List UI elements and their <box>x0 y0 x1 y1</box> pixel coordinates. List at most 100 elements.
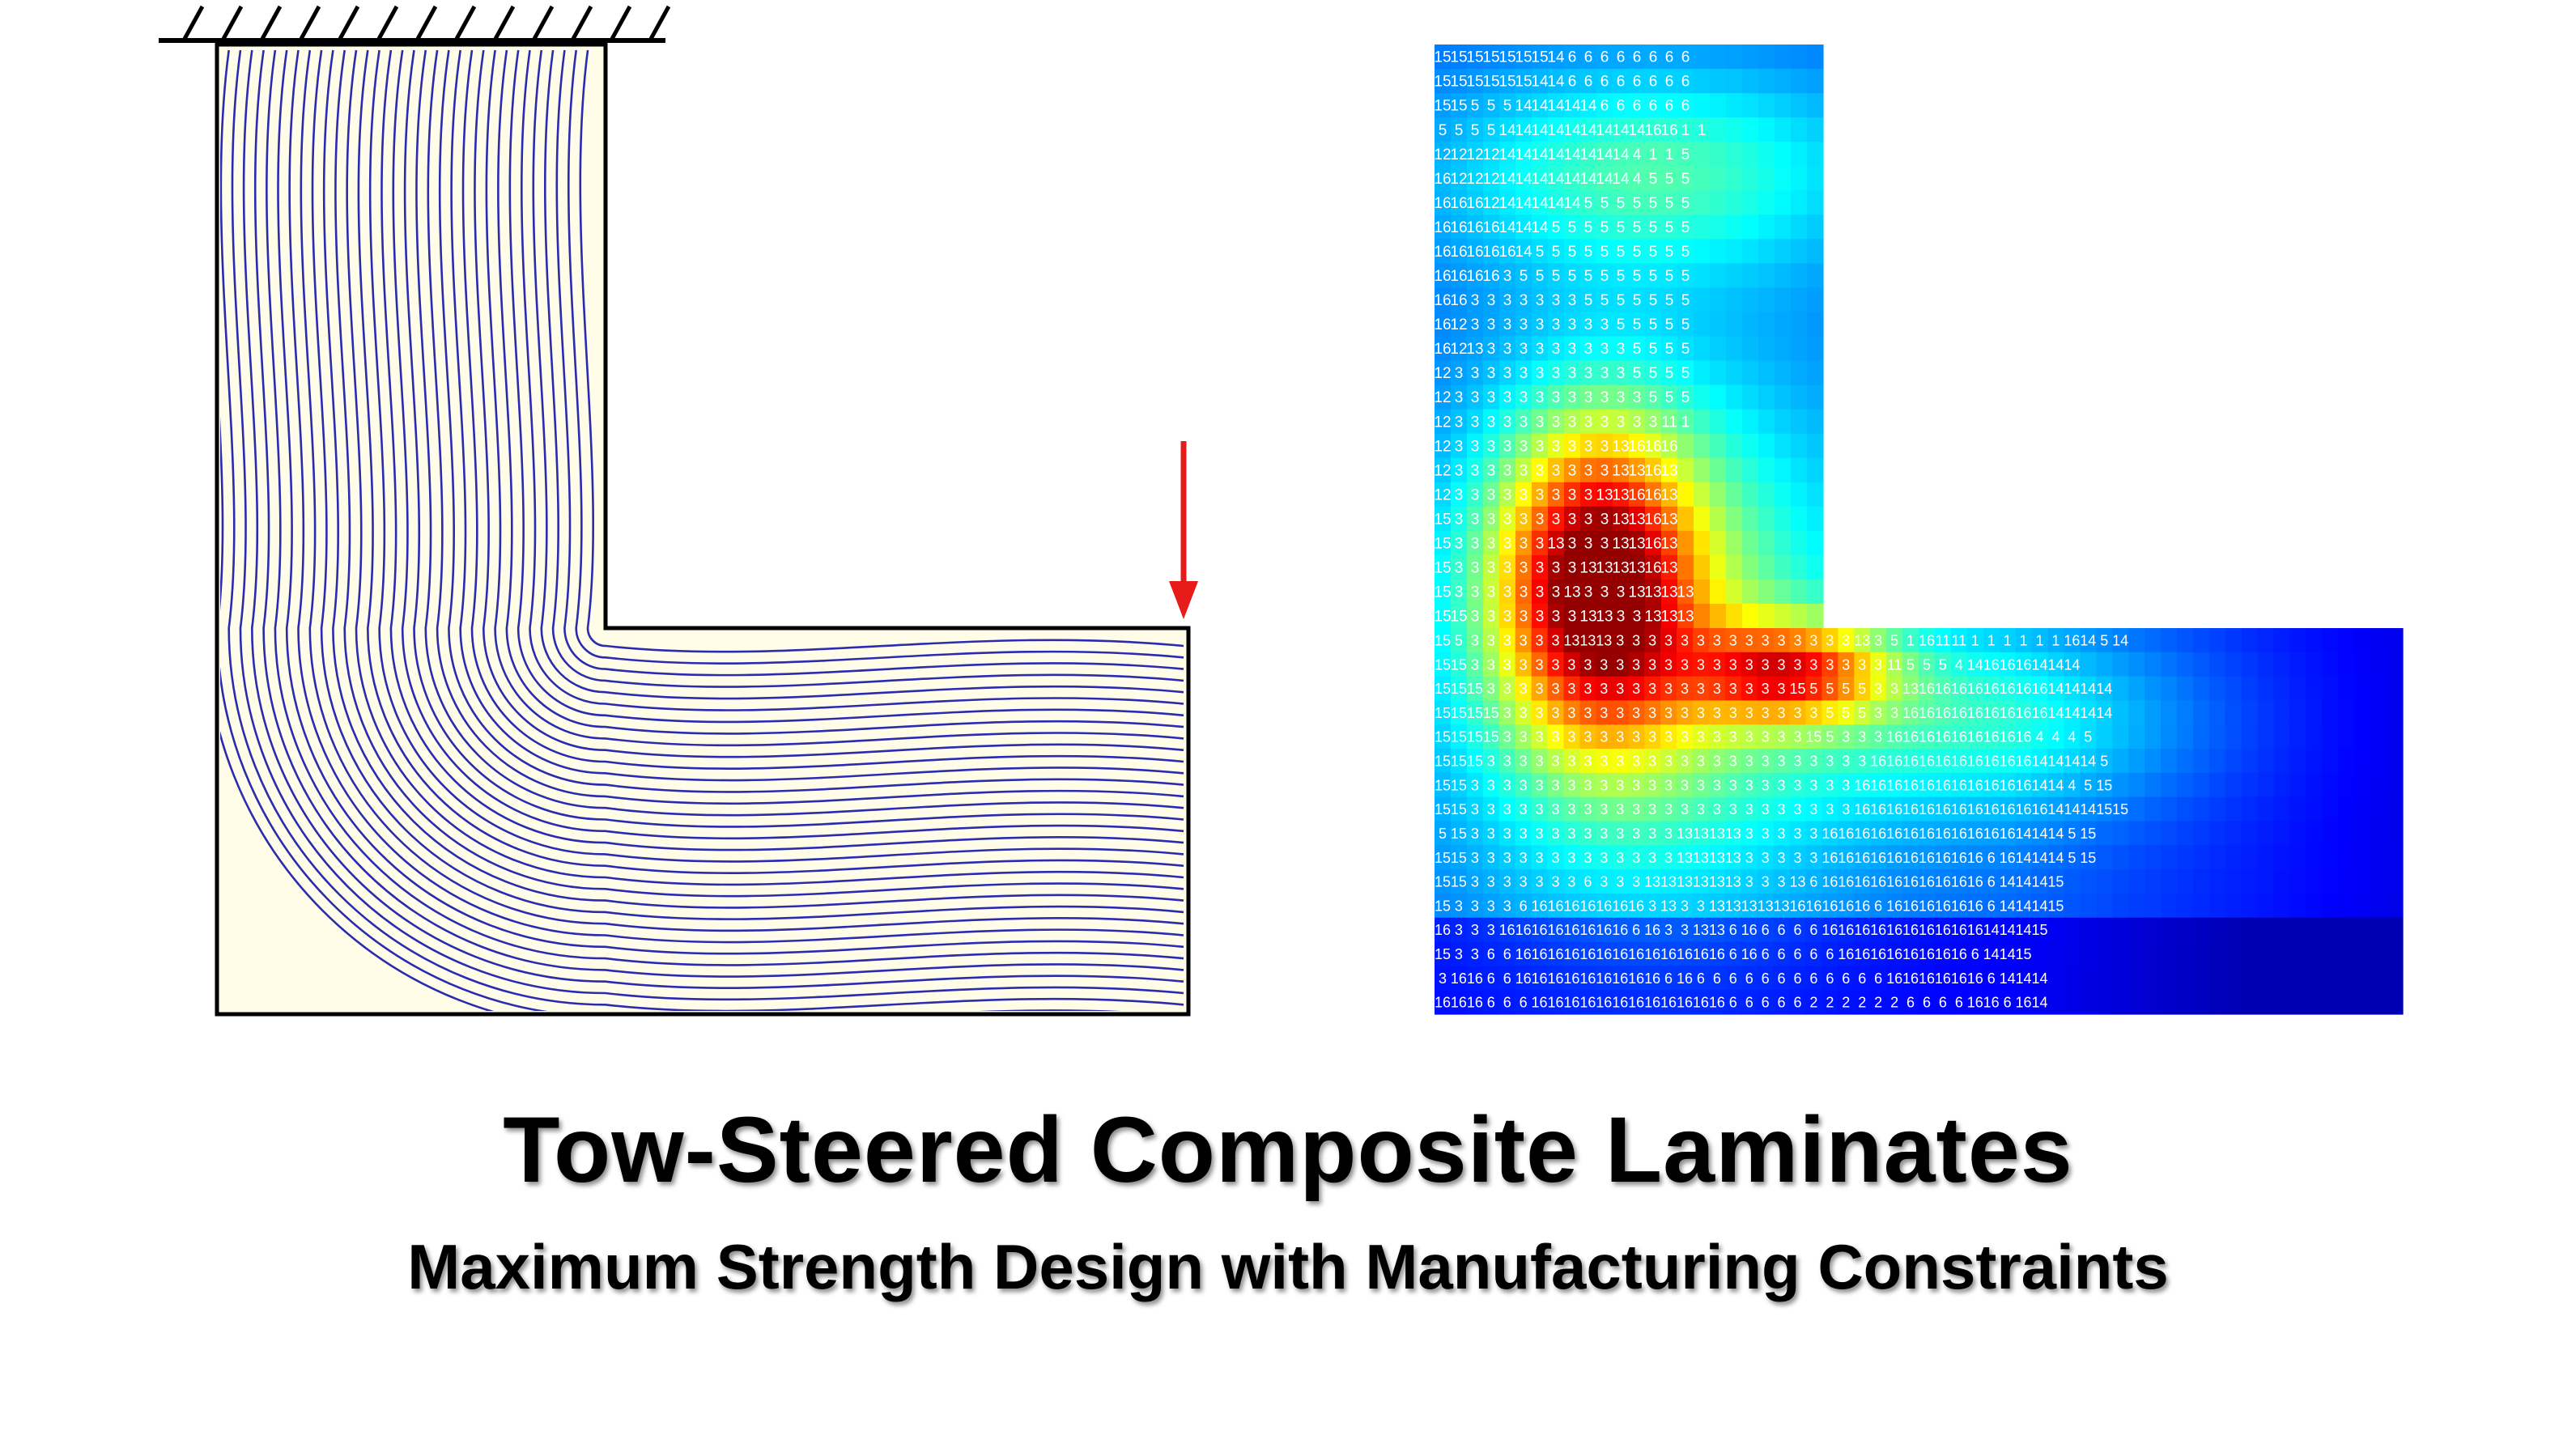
cell-value-label: 16 <box>1935 777 1951 793</box>
heatmap-cell <box>1596 336 1613 362</box>
heatmap-cell <box>2387 893 2404 919</box>
cell-value-label: 16 <box>1693 946 1709 962</box>
heatmap-cell <box>1807 603 1824 629</box>
heatmap-cell <box>1807 530 1824 556</box>
heatmap-cell <box>1757 966 1775 991</box>
cell-value-label: 14 <box>1515 122 1532 139</box>
heatmap-cell <box>1548 530 1565 556</box>
heatmap-cell <box>1677 312 1694 338</box>
cell-value-label: 16 <box>1854 898 1870 914</box>
cell-value-label: 3 <box>1617 365 1626 382</box>
cell-value-label: 3 <box>1809 801 1817 817</box>
heatmap-cell <box>2161 821 2178 846</box>
heatmap-cell <box>1483 93 1500 118</box>
cell-value-label: 5 <box>1536 268 1545 285</box>
heatmap-cell <box>1677 869 1694 894</box>
heatmap-cell <box>1499 482 1516 507</box>
cell-value-label: 6 <box>1665 98 1674 115</box>
cell-value-label: 6 <box>1649 98 1658 115</box>
heatmap-cell <box>1596 312 1613 338</box>
heatmap-cell <box>1677 45 1694 70</box>
cell-value-label: 16 <box>1919 874 1935 890</box>
cell-value-label: 13 <box>1693 826 1709 842</box>
cell-value-label: 16 <box>1935 850 1951 866</box>
cell-value-label: 5 <box>1649 389 1658 406</box>
heatmap-cell <box>1694 482 1711 507</box>
cell-value-label: 16 <box>1886 826 1902 842</box>
heatmap-cell <box>2161 749 2178 774</box>
heatmap-cell <box>2128 917 2145 943</box>
heatmap-cell <box>2192 700 2210 725</box>
heatmap-cell <box>2225 966 2242 991</box>
heatmap-cell <box>1854 941 1871 966</box>
cell-value-label: 5 <box>2100 754 2108 770</box>
cell-value-label: 3 <box>1536 341 1545 358</box>
cell-value-label: 3 <box>1664 826 1673 842</box>
heatmap-cell <box>2273 724 2291 749</box>
heatmap-cell <box>1741 724 1758 749</box>
heatmap-cell <box>1483 45 1500 70</box>
heatmap-cell <box>2192 893 2210 919</box>
cell-value-label: 3 <box>1600 681 1608 697</box>
heatmap-cell <box>1886 845 1903 870</box>
heatmap-cell <box>2031 941 2049 966</box>
cell-value-label: 3 <box>1633 609 1642 626</box>
heatmap-cell <box>1450 652 1468 677</box>
cell-value-label: 3 <box>1664 801 1673 817</box>
heatmap-cell <box>1677 239 1694 264</box>
cell-value-label: 3 <box>1520 414 1528 431</box>
heatmap-cell <box>1838 869 1855 894</box>
cell-value-label: 2 <box>1809 995 1817 1011</box>
cell-value-label: 14 <box>1563 98 1581 115</box>
heatmap-cell <box>1661 360 1678 386</box>
heatmap-cell <box>2047 700 2064 725</box>
heatmap-cell <box>2128 749 2145 774</box>
heatmap-cell <box>1629 409 1646 435</box>
heatmap-cell <box>1467 166 1484 191</box>
cell-value-label: 16 <box>2016 777 2032 793</box>
cell-value-label: 16 <box>1935 922 1951 938</box>
heatmap-cell <box>1531 652 1549 677</box>
heatmap-cell <box>2338 700 2355 725</box>
cell-value-label: 14 <box>1531 74 1549 91</box>
heatmap-cell <box>1532 312 1549 338</box>
cell-value-label: 16 <box>1886 754 1902 770</box>
cell-value-label: 16 <box>1902 801 1919 817</box>
cell-value-label: 16 <box>1644 535 1661 552</box>
heatmap-cell <box>1999 941 2017 966</box>
heatmap-cell <box>1902 724 1919 749</box>
heatmap-cell <box>2241 676 2259 702</box>
cell-value-label: 6 <box>1762 970 1770 987</box>
cell-value-label: 16 <box>1935 826 1951 842</box>
cell-value-label: 3 <box>1536 511 1545 528</box>
heatmap-cell <box>1694 69 1711 94</box>
heatmap-cell <box>1983 628 2000 653</box>
cell-value-label: 16 <box>1693 995 1709 1011</box>
heatmap-cell <box>1645 93 1662 118</box>
cell-value-label: 15 <box>1434 609 1451 626</box>
heatmap-cell <box>1613 554 1630 580</box>
heatmap-cell <box>1950 772 1968 798</box>
heatmap-cell <box>2387 990 2404 1015</box>
cell-value-label: 14 <box>2096 681 2112 697</box>
heatmap-cell <box>1580 142 1597 167</box>
cell-value-label: 3 <box>1551 874 1559 890</box>
heatmap-cell <box>1886 966 1903 991</box>
heatmap-cell <box>1547 724 1565 749</box>
cell-value-label: 5 <box>1649 292 1658 309</box>
heatmap-cell <box>1547 676 1565 702</box>
heatmap-cell <box>1580 360 1597 386</box>
cell-value-label: 3 <box>1567 850 1575 866</box>
heatmap-cell <box>1854 869 1871 894</box>
fiber-paths <box>220 49 1184 1011</box>
heatmap-cell <box>1902 917 1919 943</box>
heatmap-cell <box>1499 45 1516 70</box>
cell-value-label: 3 <box>1713 632 1721 648</box>
cell-value-label: 13 <box>1725 874 1741 890</box>
cell-value-label: 3 <box>1890 705 1898 721</box>
heatmap-cell <box>1548 45 1565 70</box>
heatmap-cell <box>1807 93 1824 118</box>
heatmap-cell <box>1934 628 1952 653</box>
heatmap-cell <box>1483 530 1500 556</box>
cell-value-label: 3 <box>1568 535 1577 552</box>
